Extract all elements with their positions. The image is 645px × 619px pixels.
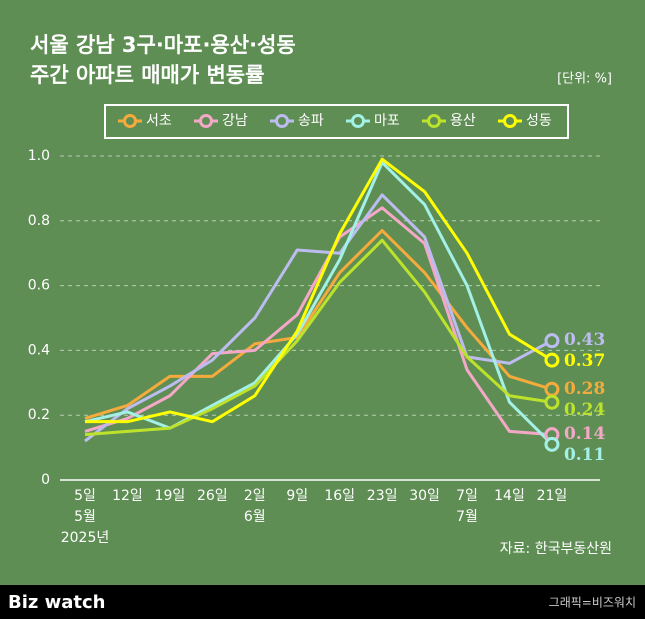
end-marker bbox=[544, 352, 560, 368]
legend-marker bbox=[123, 114, 137, 128]
end-marker bbox=[544, 436, 560, 452]
legend-label: 강남 bbox=[222, 113, 248, 129]
legend-label: 성동 bbox=[526, 113, 552, 129]
month-label: 7월 bbox=[456, 509, 478, 525]
data-label: 0.11 bbox=[564, 445, 605, 465]
end-marker bbox=[544, 381, 560, 397]
x-tick-label: 26일 bbox=[197, 488, 228, 504]
x-tick-label: 12일 bbox=[112, 488, 143, 504]
legend-label: 서초 bbox=[146, 113, 172, 129]
y-tick-label: 1.0 bbox=[28, 148, 50, 164]
chart-subtitle: 주간 아파트 매매가 변동률 bbox=[30, 63, 264, 87]
x-tick-label: 19일 bbox=[155, 488, 186, 504]
legend-label: 송파 bbox=[298, 113, 324, 129]
month-label: 6월 bbox=[244, 509, 266, 525]
legend-label: 용산 bbox=[450, 113, 476, 129]
line bbox=[84, 229, 553, 420]
line bbox=[84, 238, 553, 437]
legend-label: 마포 bbox=[374, 113, 400, 129]
data-label: 0.43 bbox=[564, 330, 605, 350]
x-tick-label: 30일 bbox=[409, 488, 440, 504]
legend-marker bbox=[503, 114, 517, 128]
credit: 그래픽=비즈워치 bbox=[549, 596, 636, 610]
footer bbox=[0, 585, 645, 619]
year-label: 2025년 bbox=[61, 530, 110, 546]
brand: Biz watch bbox=[8, 592, 106, 613]
data-label: 0.24 bbox=[564, 400, 606, 420]
legend-box bbox=[104, 104, 569, 139]
end-marker bbox=[544, 394, 560, 410]
x-tick-label: 14일 bbox=[494, 488, 525, 504]
x-tick-label: 7일 bbox=[456, 488, 478, 504]
legend-marker bbox=[427, 114, 441, 128]
legend-marker bbox=[275, 114, 289, 128]
end-marker bbox=[544, 333, 560, 349]
y-tick-label: 0.6 bbox=[28, 278, 50, 294]
legend-marker bbox=[351, 114, 365, 128]
x-tick-label: 21일 bbox=[537, 488, 568, 504]
source: 자료: 한국부동산원 bbox=[500, 541, 612, 557]
month-label: 5월 bbox=[74, 509, 96, 525]
y-tick-label: 0.8 bbox=[28, 213, 50, 229]
data-label: 0.14 bbox=[564, 424, 606, 444]
y-tick-label: 0.2 bbox=[28, 407, 50, 423]
y-tick-label: 0 bbox=[41, 472, 50, 488]
x-tick-label: 23일 bbox=[367, 488, 398, 504]
x-tick-label: 2일 bbox=[244, 488, 266, 504]
unit-label: [단위: %] bbox=[557, 72, 612, 87]
line bbox=[84, 206, 553, 437]
chart-title: 서울 강남 3구·마포·용산·성동 bbox=[30, 33, 296, 57]
legend-marker bbox=[199, 114, 213, 128]
y-tick-label: 0.4 bbox=[28, 342, 50, 358]
line bbox=[84, 160, 554, 446]
x-tick-label: 5일 bbox=[74, 488, 96, 504]
line bbox=[84, 193, 553, 443]
line bbox=[85, 157, 553, 424]
data-label: 0.28 bbox=[564, 379, 605, 399]
data-label: 0.37 bbox=[564, 351, 605, 371]
x-tick-label: 16일 bbox=[324, 488, 355, 504]
x-tick-label: 9일 bbox=[286, 488, 308, 504]
